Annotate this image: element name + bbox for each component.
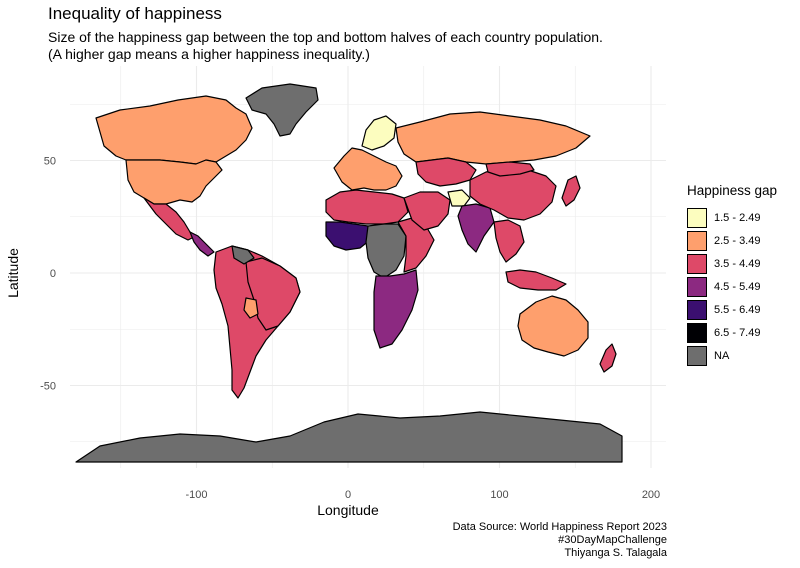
legend-swatch bbox=[687, 207, 707, 228]
region-north-africa bbox=[325, 189, 409, 225]
legend-swatch bbox=[687, 322, 707, 343]
map-subtitle: Size of the happiness gap between the to… bbox=[48, 29, 603, 63]
legend-label: NA bbox=[714, 349, 730, 362]
legend-item: 4.5 - 5.49 bbox=[687, 275, 777, 298]
legend-swatch bbox=[687, 345, 707, 366]
caption-source: Data Source: World Happiness Report 2023 bbox=[452, 521, 667, 533]
y-tick-label: 50 bbox=[44, 156, 56, 168]
region-antarctica bbox=[75, 411, 623, 463]
map-title: Inequality of happiness bbox=[48, 4, 222, 23]
region-india bbox=[457, 203, 495, 253]
legend-item: NA bbox=[687, 344, 777, 367]
region-southeast-asia bbox=[493, 219, 525, 263]
legend-title: Happiness gap bbox=[687, 183, 778, 198]
legend-label: 2.5 - 3.49 bbox=[714, 234, 761, 247]
region-australia bbox=[517, 295, 589, 357]
legend-swatch bbox=[687, 299, 707, 320]
legend-swatch bbox=[687, 276, 707, 297]
region-afghanistan bbox=[447, 189, 471, 207]
y-tick-label: 0 bbox=[50, 268, 56, 280]
region-kazakhstan bbox=[415, 157, 477, 187]
legend-swatch bbox=[687, 253, 707, 274]
region-russia bbox=[395, 111, 591, 165]
region-new-zealand bbox=[599, 343, 617, 373]
x-tick-label: 0 bbox=[345, 489, 351, 501]
region-scandinavia bbox=[361, 115, 397, 151]
axes: -100 0 100 200 50 0 -50 Longitude Latitude bbox=[5, 156, 660, 519]
region-canada bbox=[95, 95, 253, 165]
country-regions bbox=[75, 83, 623, 463]
region-venezuela bbox=[231, 245, 255, 265]
caption: Data Source: World Happiness Report 2023… bbox=[453, 521, 667, 560]
legend-item: 3.5 - 4.49 bbox=[687, 252, 777, 275]
legend-swatch bbox=[687, 230, 707, 251]
legend: Happiness gap 1.5 - 2.49 2.5 - 3.49 3.5 - … bbox=[687, 183, 777, 367]
region-central-africa bbox=[365, 223, 407, 279]
x-tick-label: -100 bbox=[185, 489, 207, 501]
region-mongolia bbox=[485, 161, 535, 177]
region-brazil bbox=[245, 257, 301, 331]
legend-label: 6.5 - 7.49 bbox=[714, 326, 761, 339]
legend-item: 2.5 - 3.49 bbox=[687, 229, 777, 252]
legend-item: 6.5 - 7.49 bbox=[687, 321, 777, 344]
region-japan bbox=[561, 175, 581, 207]
region-greenland bbox=[245, 83, 319, 137]
region-middle-east bbox=[403, 191, 451, 231]
subtitle-line-1: Size of the happiness gap between the to… bbox=[48, 29, 603, 45]
caption-hashtag: #30DayMapChallenge bbox=[558, 534, 667, 546]
region-paraguay bbox=[243, 297, 259, 319]
legend-label: 4.5 - 5.49 bbox=[714, 280, 761, 293]
region-mexico bbox=[143, 197, 197, 241]
region-central-america bbox=[189, 231, 215, 257]
x-tick-label: 200 bbox=[642, 489, 660, 501]
legend-item: 1.5 - 2.49 bbox=[687, 206, 777, 229]
legend-item: 5.5 - 6.49 bbox=[687, 298, 777, 321]
y-axis-title: Latitude bbox=[5, 248, 21, 298]
x-tick-label: 100 bbox=[490, 489, 508, 501]
legend-label: 1.5 - 2.49 bbox=[714, 211, 761, 224]
region-united-states bbox=[125, 159, 223, 205]
legend-label: 3.5 - 4.49 bbox=[714, 257, 761, 270]
region-west-africa bbox=[325, 221, 371, 251]
region-indonesia bbox=[505, 269, 567, 291]
x-axis-title: Longitude bbox=[317, 502, 379, 518]
legend-items: 1.5 - 2.49 2.5 - 3.49 3.5 - 4.49 4.5 - 5.49… bbox=[687, 206, 777, 367]
legend-label: 5.5 - 6.49 bbox=[714, 303, 761, 316]
subtitle-line-2: (A higher gap means a higher happiness i… bbox=[48, 46, 370, 62]
region-western-europe bbox=[333, 147, 403, 191]
y-tick-label: -50 bbox=[40, 381, 56, 393]
caption-author: Thiyanga S. Talagala bbox=[564, 547, 667, 559]
region-southern-africa bbox=[373, 269, 419, 349]
